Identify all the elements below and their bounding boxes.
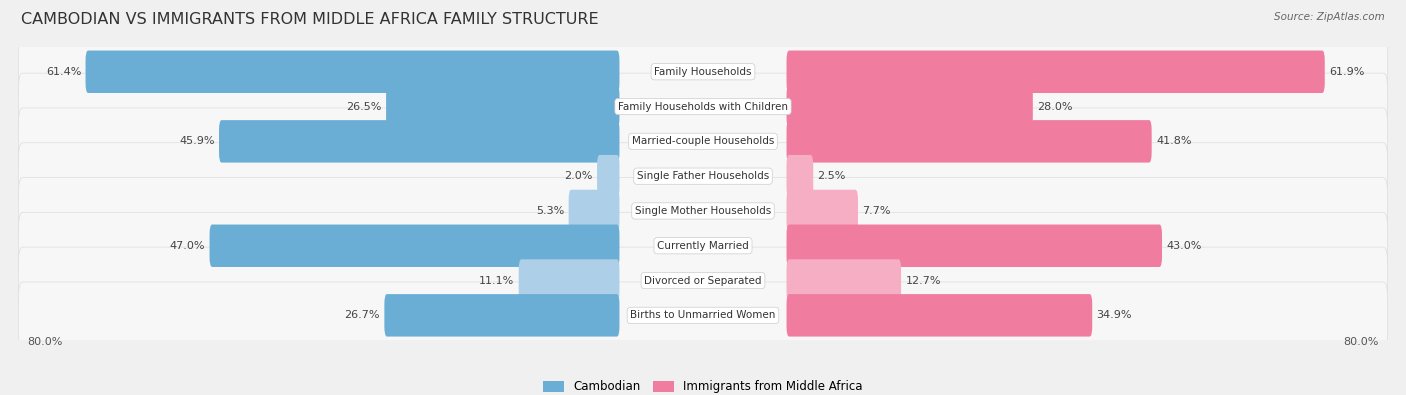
FancyBboxPatch shape [786,155,813,198]
Text: 80.0%: 80.0% [27,337,62,347]
Text: Family Households: Family Households [654,67,752,77]
FancyBboxPatch shape [18,38,1388,105]
Text: Single Mother Households: Single Mother Households [636,206,770,216]
Text: Married-couple Households: Married-couple Households [631,136,775,147]
Text: 47.0%: 47.0% [170,241,205,251]
FancyBboxPatch shape [18,282,1388,349]
FancyBboxPatch shape [786,294,1092,337]
FancyBboxPatch shape [519,259,620,302]
Text: Births to Unmarried Women: Births to Unmarried Women [630,310,776,320]
FancyBboxPatch shape [786,51,1324,93]
Text: Divorced or Separated: Divorced or Separated [644,276,762,286]
Text: 26.5%: 26.5% [346,102,382,111]
FancyBboxPatch shape [568,190,620,232]
Text: 2.0%: 2.0% [564,171,593,181]
Text: 12.7%: 12.7% [905,276,941,286]
FancyBboxPatch shape [18,73,1388,140]
Text: 45.9%: 45.9% [179,136,215,147]
Text: Source: ZipAtlas.com: Source: ZipAtlas.com [1274,12,1385,22]
FancyBboxPatch shape [209,224,620,267]
Text: CAMBODIAN VS IMMIGRANTS FROM MIDDLE AFRICA FAMILY STRUCTURE: CAMBODIAN VS IMMIGRANTS FROM MIDDLE AFRI… [21,12,599,27]
Text: 5.3%: 5.3% [536,206,564,216]
FancyBboxPatch shape [86,51,620,93]
Text: 11.1%: 11.1% [479,276,515,286]
Text: 28.0%: 28.0% [1038,102,1073,111]
Text: 34.9%: 34.9% [1097,310,1132,320]
Legend: Cambodian, Immigrants from Middle Africa: Cambodian, Immigrants from Middle Africa [538,376,868,395]
FancyBboxPatch shape [786,120,1152,163]
FancyBboxPatch shape [786,190,858,232]
FancyBboxPatch shape [18,108,1388,175]
Text: 7.7%: 7.7% [862,206,891,216]
FancyBboxPatch shape [387,85,620,128]
FancyBboxPatch shape [598,155,620,198]
Text: Single Father Households: Single Father Households [637,171,769,181]
Text: 61.4%: 61.4% [46,67,82,77]
FancyBboxPatch shape [786,85,1033,128]
Text: 61.9%: 61.9% [1329,67,1364,77]
Text: 26.7%: 26.7% [344,310,380,320]
FancyBboxPatch shape [384,294,620,337]
Text: Family Households with Children: Family Households with Children [619,102,787,111]
Text: 41.8%: 41.8% [1156,136,1191,147]
Text: Currently Married: Currently Married [657,241,749,251]
Text: 43.0%: 43.0% [1167,241,1202,251]
FancyBboxPatch shape [18,177,1388,245]
FancyBboxPatch shape [219,120,620,163]
Text: 2.5%: 2.5% [817,171,846,181]
FancyBboxPatch shape [18,143,1388,210]
Text: 80.0%: 80.0% [1344,337,1379,347]
FancyBboxPatch shape [786,224,1161,267]
FancyBboxPatch shape [18,247,1388,314]
FancyBboxPatch shape [18,213,1388,279]
FancyBboxPatch shape [786,259,901,302]
